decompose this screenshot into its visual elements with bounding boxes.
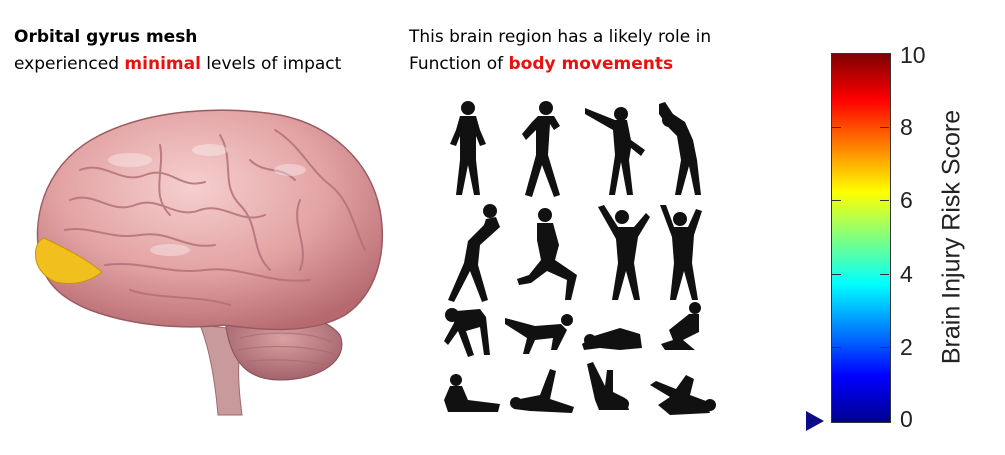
colorbar-tick-mark	[880, 200, 889, 202]
figure-side-stretch	[448, 204, 500, 302]
value-marker-icon	[806, 411, 824, 431]
colorbar: 0 2 4 6 8 10 Brain Injury Risk Score	[800, 30, 1005, 440]
cerebrum	[36, 109, 384, 331]
figure-side-bend	[598, 205, 650, 300]
impact-prefix: experienced	[14, 54, 125, 74]
figure-seated-forward-fold	[444, 374, 500, 412]
figure-bicycle-crunch	[587, 362, 629, 410]
colorbar-title: Brain Injury Risk Score	[937, 109, 966, 365]
region-name: Orbital gyrus mesh	[14, 27, 198, 47]
figure-side-bend-arms-up	[659, 102, 701, 195]
figure-seated-crunch	[661, 302, 701, 350]
figure-childs-pose	[582, 328, 642, 350]
figure-quad-stretch	[585, 107, 645, 195]
middle-caption: This brain region has a likely role in F…	[409, 24, 711, 78]
impact-suffix: levels of impact	[200, 54, 342, 74]
figure-stretching-neck	[522, 101, 560, 197]
figure-leg-raise	[510, 369, 574, 413]
colorbar-gradient	[831, 53, 891, 423]
colorbar-tick-label: 10	[900, 42, 926, 68]
figure-arms-raised	[660, 205, 702, 300]
colorbar-tick-mark	[832, 273, 841, 275]
figure-standing-hands-hips	[450, 101, 486, 195]
figure-forward-bend	[444, 308, 490, 357]
colorbar-tick-mark	[832, 200, 841, 202]
colorbar-tick-mark	[832, 126, 841, 128]
figure-bird-dog	[505, 314, 573, 354]
colorbar-tick-label: 2	[900, 334, 913, 361]
colorbar-tick-mark	[880, 273, 889, 275]
colorbar-tick-label: 6	[900, 187, 913, 214]
function-prefix: Function of	[409, 54, 509, 74]
orbital-gyrus-highlight	[35, 237, 103, 285]
left-caption: Orbital gyrus mesh experienced minimal l…	[14, 24, 341, 78]
colorbar-tick-label: 4	[900, 260, 913, 287]
colorbar-tick-label: 0	[900, 406, 913, 432]
function-name: body movements	[508, 54, 674, 74]
colorbar-tick-label: 8	[900, 113, 913, 140]
colorbar-tick-mark	[880, 347, 889, 349]
role-line: This brain region has a likely role in	[409, 27, 712, 47]
exercise-silhouettes	[444, 101, 716, 415]
colorbar-tick-mark	[832, 347, 841, 349]
figure-lunge	[517, 208, 577, 300]
figure-lying-knee-tuck	[650, 375, 716, 415]
brain-illustration	[35, 109, 384, 416]
colorbar-tick-mark	[880, 126, 889, 128]
impact-level: minimal	[124, 54, 201, 74]
